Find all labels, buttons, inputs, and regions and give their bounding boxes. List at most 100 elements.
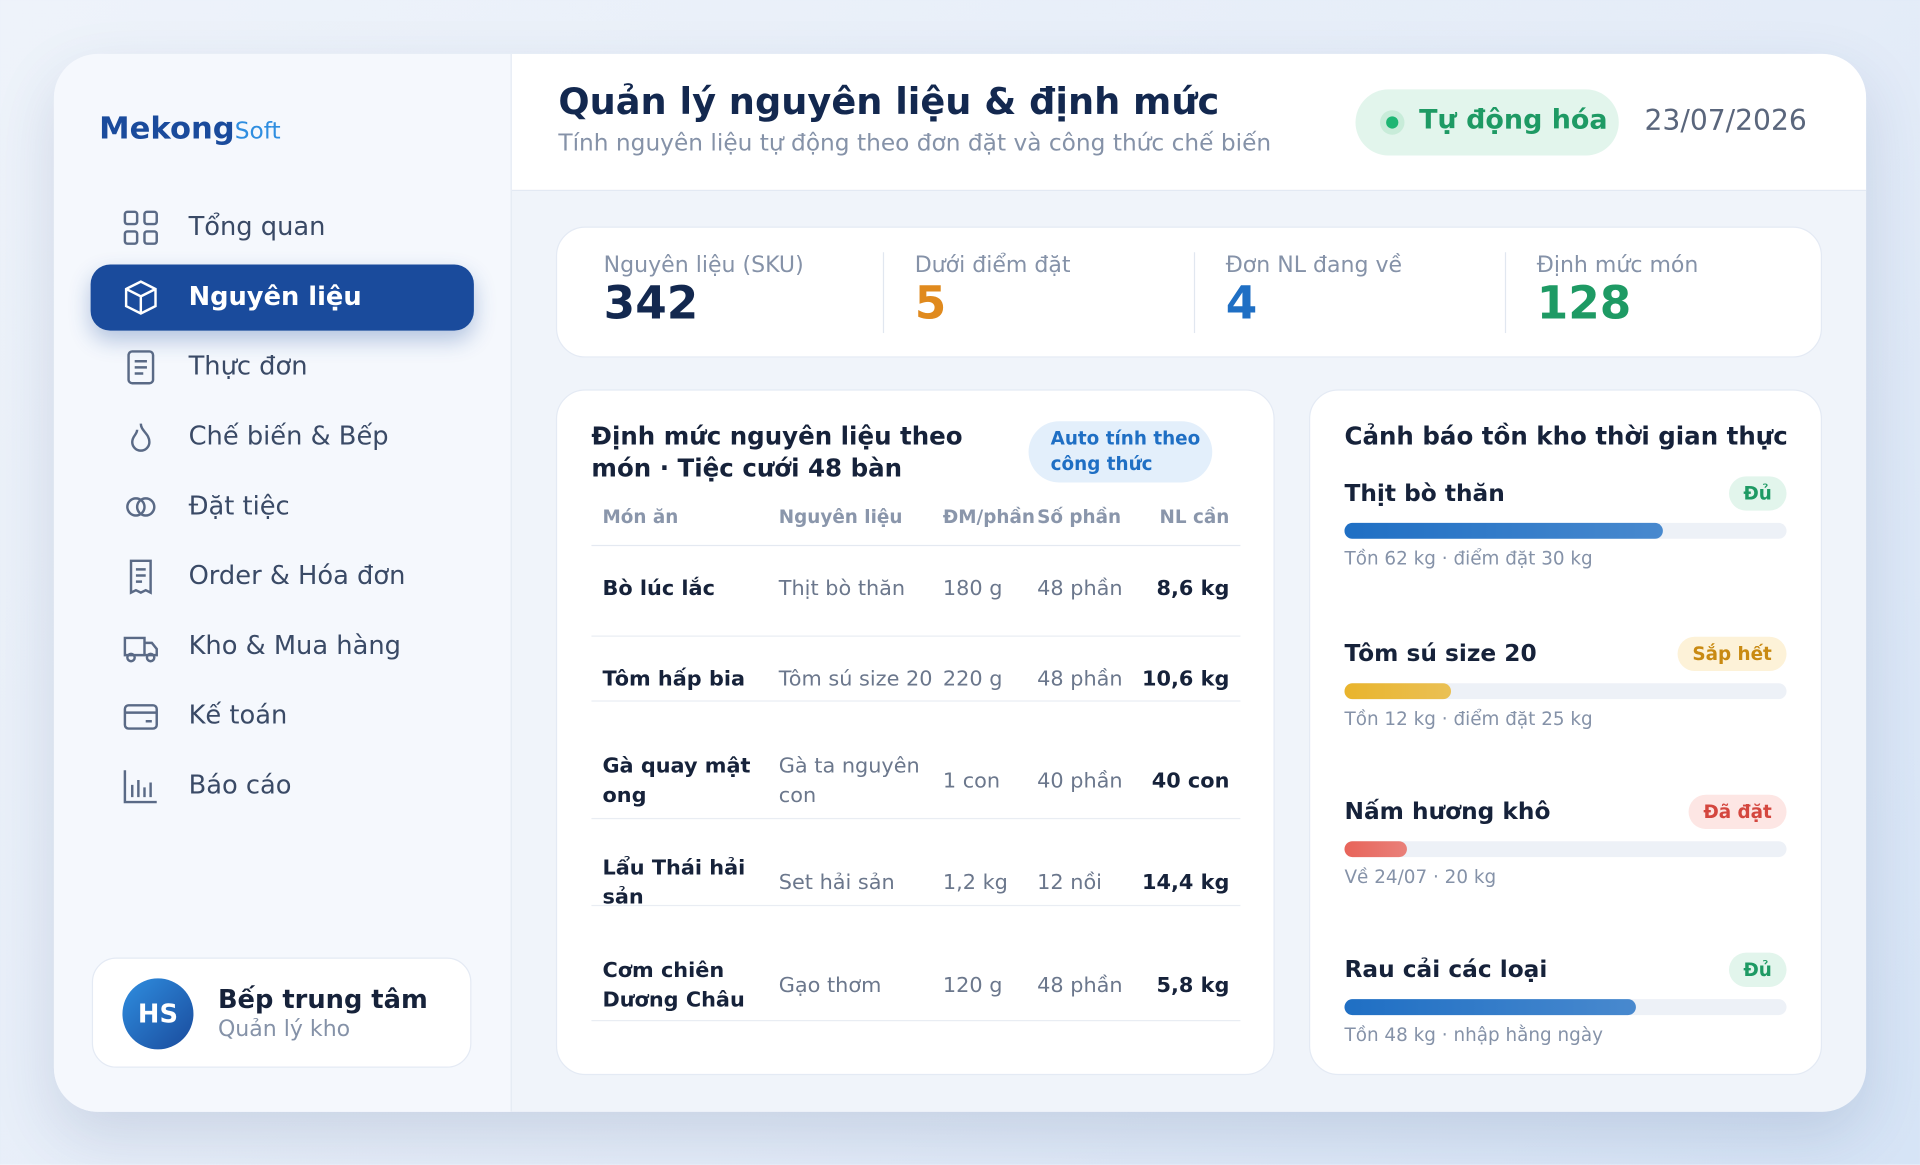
table-cell: Gạo thơm — [778, 973, 882, 998]
alert-note: Tồn 62 kg · điểm đặt 30 kg — [1344, 547, 1593, 570]
table-cell: 120 g — [942, 973, 1003, 998]
table-cell: Bò lúc lắc — [602, 576, 715, 602]
nav-icon — [129, 559, 152, 595]
recipe-table-panel: Định mức nguyên liệu theo món · Tiệc cướ… — [555, 389, 1275, 1076]
nav-item[interactable]: Nguyên liệu — [90, 264, 474, 331]
kpi-label: Nguyên liệu (SKU) — [603, 252, 804, 278]
nav-item[interactable]: Tổng quan — [91, 195, 474, 261]
alert-name: Thịt bò thăn — [1344, 480, 1505, 507]
date: 23/07/2026 — [1644, 105, 1807, 138]
kpi-value: 5 — [914, 276, 947, 330]
kpi-value: 342 — [603, 276, 699, 330]
user-card[interactable]: HS Bếp trung tâm Quản lý kho — [91, 957, 472, 1068]
nav-icon — [123, 636, 158, 663]
table-cell: 12 nồi — [1037, 870, 1102, 896]
sidebar: MekongSoft Tổng quan Nguyên liệu Thực đơn C… — [53, 53, 512, 1112]
alert-name: Tôm sú size 20 — [1344, 640, 1537, 668]
nav-icon — [123, 210, 158, 245]
column-header: Số phần — [1037, 505, 1122, 528]
nav-label: Chế biến & Bếp — [188, 421, 389, 451]
level-bar — [1344, 999, 1637, 1016]
nav-item[interactable]: Order & Hóa đơn — [91, 544, 474, 610]
table-cell: 40 con — [1151, 768, 1230, 794]
level-track — [1344, 999, 1787, 1016]
row-rule — [591, 1020, 1241, 1022]
nav-item[interactable]: Thực đơn — [91, 334, 474, 400]
table-cell: Set hải sản — [778, 870, 895, 896]
nav-label: Tổng quan — [188, 211, 326, 242]
logo-name: Mekong — [99, 110, 235, 146]
table-cell: Gà ta nguyên con — [778, 754, 920, 809]
table-cell: 180 g — [942, 576, 1003, 602]
nav-item[interactable]: Đặt tiệc — [91, 474, 474, 540]
table-cell: 14,4 kg — [1142, 870, 1230, 896]
table-cell: Tôm sú size 20 — [778, 667, 933, 692]
user-name: Bếp trung tâm — [217, 984, 428, 1014]
table-cell: 1 con — [942, 768, 1001, 794]
auto-chip[interactable]: Auto tính theo công thức — [1028, 421, 1213, 483]
level-bar — [1344, 522, 1663, 539]
alert-note: Tồn 48 kg · nhập hằng ngày — [1344, 1023, 1603, 1046]
level-track — [1344, 683, 1787, 700]
stock-alert-panel: Cảnh báo tồn kho thời gian thực Thịt bò … — [1308, 389, 1823, 1076]
kpi-divider — [882, 252, 885, 334]
nav-icon — [124, 280, 157, 315]
status-pill: Đã đặt — [1688, 794, 1787, 829]
alerts-title: Cảnh báo tồn kho thời gian thực — [1344, 421, 1788, 451]
table-cell: Cơm chiên Dương Châu — [602, 958, 745, 1013]
row-rule — [591, 700, 1241, 702]
table-cell: 48 phần — [1037, 973, 1123, 998]
kpi-label: Dưới điểm đặt — [914, 252, 1071, 278]
table-cell: Gà quay mật ong — [602, 754, 751, 809]
level-track — [1344, 841, 1787, 858]
kpi-value: 4 — [1225, 276, 1258, 330]
alert-note: Tồn 12 kg · điểm đặt 25 kg — [1344, 707, 1593, 730]
logo-suffix: Soft — [234, 117, 281, 145]
nav-icon — [126, 497, 156, 517]
table-cell: 5,8 kg — [1156, 973, 1230, 998]
status-pill: Đủ — [1728, 952, 1787, 987]
user-role: Quản lý kho — [217, 1016, 351, 1043]
badge-dot — [1386, 116, 1399, 129]
table-cell: 48 phần — [1037, 576, 1123, 602]
nav-icon — [131, 423, 151, 452]
kpi-divider — [1193, 252, 1196, 334]
badge-label: Tự động hóa — [1419, 105, 1608, 136]
column-header: Món ăn — [602, 505, 679, 528]
table-cell: Thịt bò thăn — [778, 576, 906, 602]
page-subtitle: Tính nguyên liệu tự động theo đơn đặt và… — [558, 129, 1272, 157]
column-header: NL cần — [1159, 505, 1230, 528]
status-pill: Đủ — [1728, 476, 1787, 511]
status-pill: Sắp hết — [1677, 636, 1787, 672]
table-cell: Tôm hấp bia — [602, 667, 746, 692]
nav-label: Kế toán — [188, 700, 288, 730]
table-cell: 8,6 kg — [1156, 576, 1230, 602]
table-cell: 10,6 kg — [1142, 667, 1230, 692]
header: Quản lý nguyên liệu & định mức Tính nguy… — [511, 53, 1867, 192]
column-header: Nguyên liệu — [778, 505, 903, 528]
level-bar — [1344, 841, 1407, 858]
page-title: Quản lý nguyên liệu & định mức — [558, 80, 1220, 124]
nav-item[interactable]: Chế biến & Bếp — [91, 404, 474, 470]
nav-icon — [123, 770, 157, 804]
level-bar — [1344, 683, 1451, 700]
nav-item[interactable]: Kho & Mua hàng — [91, 613, 474, 679]
nav-item[interactable]: Kế toán — [91, 683, 474, 749]
nav-item[interactable]: Báo cáo — [91, 753, 474, 819]
alert-note: Về 24/07 · 20 kg — [1344, 865, 1497, 888]
nav-label: Báo cáo — [188, 770, 292, 800]
nav-icon — [123, 704, 158, 730]
nav-label: Nguyên liệu — [188, 281, 362, 312]
alert-name: Rau cải các loại — [1344, 956, 1548, 984]
row-rule — [591, 817, 1241, 820]
header-rule — [591, 544, 1241, 547]
column-header: ĐM/phần — [942, 505, 1035, 528]
table-cell: 48 phần — [1037, 667, 1123, 692]
nav-icon — [127, 350, 155, 385]
automation-badge[interactable]: Tự động hóa — [1355, 89, 1619, 156]
avatar: HS — [122, 978, 194, 1050]
kpi-value: 128 — [1536, 276, 1632, 330]
logo: MekongSoft — [99, 110, 280, 146]
nav-label: Order & Hóa đơn — [188, 560, 406, 591]
